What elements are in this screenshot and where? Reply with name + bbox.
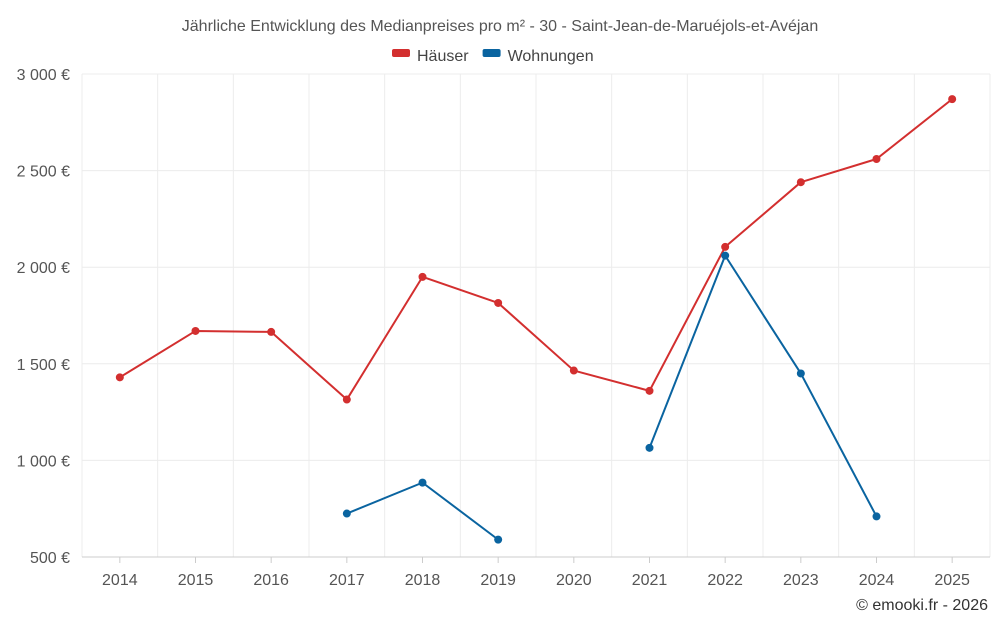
x-tick-label: 2015 xyxy=(178,572,214,589)
legend-item-1[interactable]: Wohnungen xyxy=(482,48,594,65)
credit-text: © emooki.fr - 2026 xyxy=(856,597,988,614)
y-tick-label: 500 € xyxy=(30,550,70,567)
legend-item-0[interactable]: Häuser xyxy=(392,48,469,65)
series-group xyxy=(115,95,957,544)
y-tick-label: 1 000 € xyxy=(17,453,70,470)
data-point[interactable] xyxy=(342,395,351,404)
legend-label: Häuser xyxy=(417,48,469,65)
data-point[interactable] xyxy=(418,272,427,281)
data-point[interactable] xyxy=(796,178,805,187)
data-point[interactable] xyxy=(115,373,124,382)
legend-swatch xyxy=(392,49,410,57)
data-point[interactable] xyxy=(267,327,276,336)
legend-label: Wohnungen xyxy=(508,48,594,65)
x-axis: 2014 2015 2016 2017 2018 2019 2020 2021 2022 2023… xyxy=(102,557,970,589)
grid xyxy=(81,73,991,558)
data-point[interactable] xyxy=(721,251,730,260)
x-tick-label: 2025 xyxy=(934,572,970,589)
data-point[interactable] xyxy=(494,298,503,307)
data-point[interactable] xyxy=(494,535,503,544)
series-line xyxy=(346,481,499,541)
x-tick-label: 2023 xyxy=(783,572,819,589)
series-line xyxy=(648,254,878,517)
y-axis: 500 € 1 000 € 1 500 € 2 000 € 2 500 € 3 000 € xyxy=(17,67,70,567)
y-tick-label: 1 500 € xyxy=(17,357,70,374)
x-tick-label: 2024 xyxy=(859,572,895,589)
data-point[interactable] xyxy=(569,366,578,375)
y-tick-label: 3 000 € xyxy=(17,67,70,84)
data-point[interactable] xyxy=(191,326,200,335)
x-tick-label: 2022 xyxy=(707,572,743,589)
y-tick-label: 2 000 € xyxy=(17,260,70,277)
series-1 xyxy=(342,251,881,544)
data-point[interactable] xyxy=(645,443,654,452)
data-point[interactable] xyxy=(948,95,957,104)
x-tick-label: 2014 xyxy=(102,572,138,589)
x-tick-label: 2017 xyxy=(329,572,365,589)
data-point[interactable] xyxy=(872,512,881,521)
chart-title: Jährliche Entwicklung des Medianpreises … xyxy=(182,18,818,35)
legend-swatch xyxy=(482,49,501,57)
series-line xyxy=(119,98,953,401)
x-tick-label: 2018 xyxy=(405,572,441,589)
data-point[interactable] xyxy=(872,155,881,164)
x-tick-label: 2019 xyxy=(480,572,516,589)
series-0 xyxy=(115,95,957,404)
x-tick-label: 2020 xyxy=(556,572,592,589)
data-point[interactable] xyxy=(721,242,730,251)
data-point[interactable] xyxy=(418,478,427,487)
x-tick-label: 2021 xyxy=(632,572,668,589)
legend: Häuser Wohnungen xyxy=(392,48,594,65)
data-point[interactable] xyxy=(342,509,351,518)
data-point[interactable] xyxy=(796,369,805,378)
x-tick-label: 2016 xyxy=(253,572,289,589)
y-tick-label: 2 500 € xyxy=(17,164,70,181)
data-point[interactable] xyxy=(645,386,654,395)
